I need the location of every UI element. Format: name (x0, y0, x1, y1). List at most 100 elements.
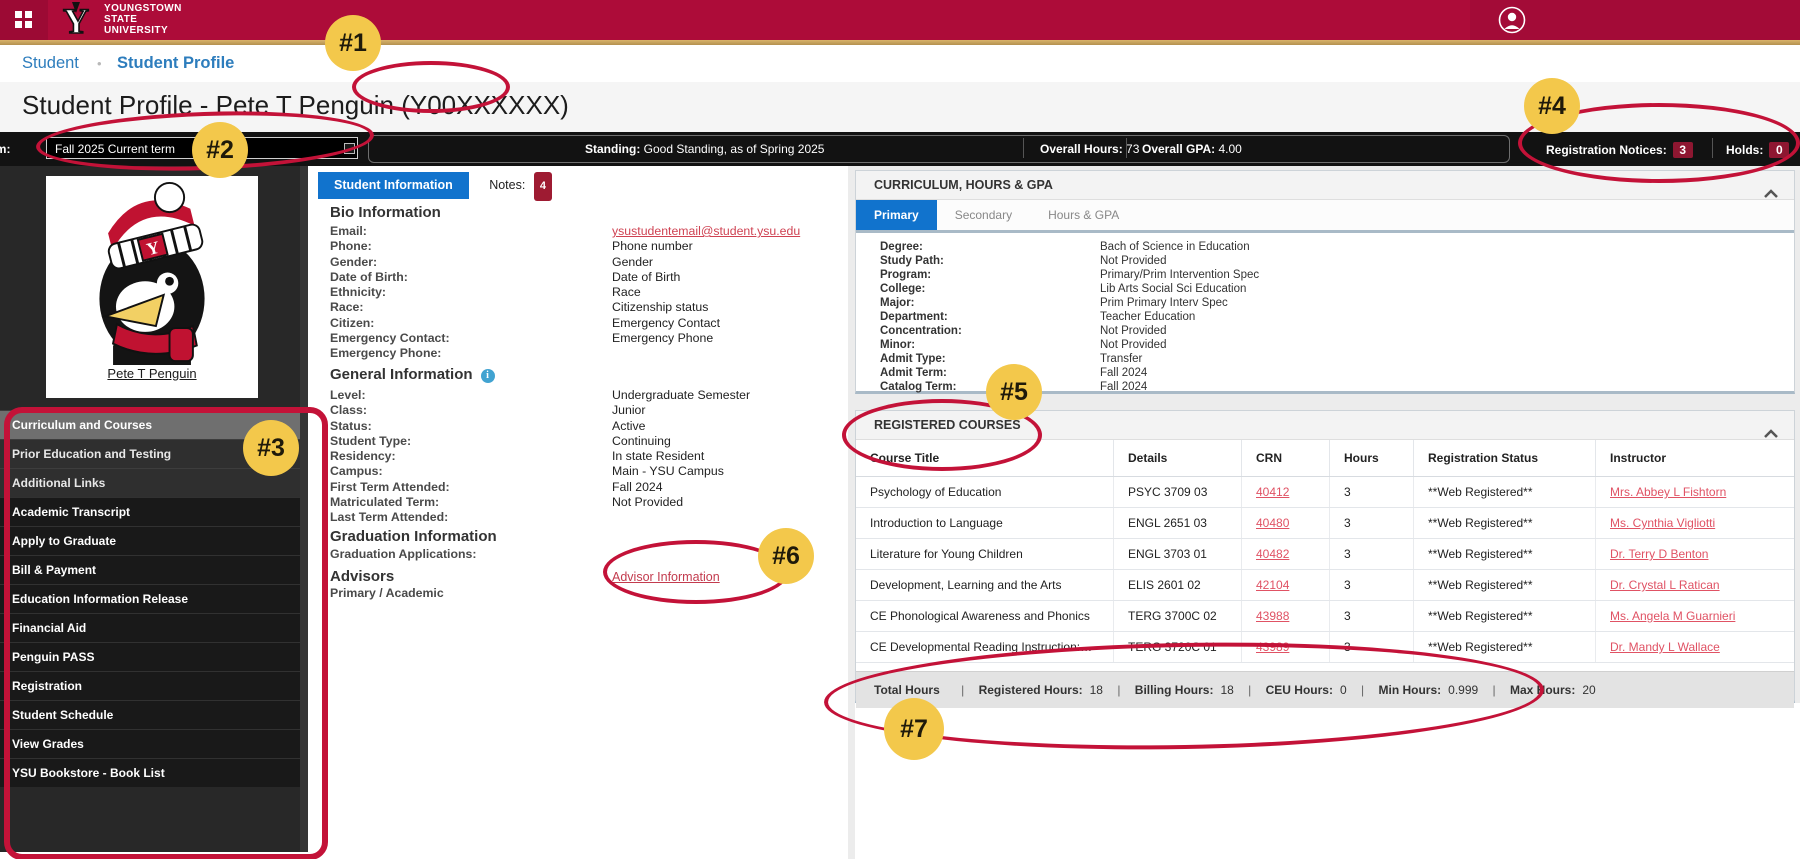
curriculum-tab[interactable]: Secondary (954, 208, 1013, 222)
bio-label: Phone: (330, 239, 372, 254)
course-status-cell: **Web Registered** (1414, 539, 1596, 569)
tab-student-information[interactable]: Student Information (318, 172, 469, 199)
curriculum-card: CURRICULUM, HOURS & GPA Primary Secondary… (855, 170, 1795, 394)
student-name-link[interactable]: Pete T Penguin (107, 366, 197, 381)
sidebar-menu-item-label: Financial Aid (12, 621, 87, 635)
sidebar-menu-item-label: Prior Education and Testing (12, 447, 172, 461)
curriculum-field-value: Transfer (1100, 353, 1143, 365)
grid-menu-icon (15, 11, 33, 29)
course-row: CE Developmental Reading Instruction:… T… (856, 632, 1794, 663)
instructor-link[interactable]: Dr. Terry D Benton (1610, 547, 1709, 561)
course-crn-cell: 40482 (1242, 539, 1330, 569)
registration-notices-badge: 3 (1672, 142, 1693, 158)
crn-link[interactable]: 40482 (1256, 547, 1290, 561)
crn-link[interactable]: 40480 (1256, 516, 1290, 530)
crn-link[interactable]: 42104 (1256, 578, 1290, 592)
term-select[interactable]: Fall 2025 Current term (46, 137, 358, 159)
overall-gpa: Overall GPA: 4.00 (1142, 142, 1242, 156)
sidebar-menu-item[interactable]: Prior Education and Testing (0, 439, 300, 468)
crn-link[interactable]: 43989 (1256, 640, 1290, 654)
course-title-cell: CE Developmental Reading Instruction:… (856, 632, 1114, 662)
curriculum-tab[interactable]: Primary (856, 200, 937, 230)
sidebar-menu-item-label: Penguin PASS (12, 650, 95, 664)
sidebar-menu-item[interactable]: Education Information Release (0, 584, 300, 613)
instructor-link[interactable]: Ms. Cynthia Vigliotti (1610, 516, 1716, 530)
holds[interactable]: Holds: 0 (1726, 142, 1790, 158)
sidebar-menu-item[interactable]: Apply to Graduate (0, 526, 300, 555)
panel-gap (1795, 166, 1800, 703)
curriculum-field-row: Minor: Not Provided (880, 338, 1794, 352)
general-label: Class: (330, 403, 367, 418)
course-hours-cell: 3 (1330, 601, 1414, 631)
instructor-link[interactable]: Dr. Crystal L Ratican (1610, 578, 1720, 592)
sidebar-menu-item[interactable]: View Grades (0, 729, 300, 758)
curriculum-field-row: Concentration: Not Provided (880, 324, 1794, 338)
sidebar-menu-item[interactable]: Registration (0, 671, 300, 700)
general-label: Campus: (330, 464, 383, 479)
curriculum-field-row: College: Lib Arts Social Sci Education (880, 282, 1794, 296)
sidebar-menu-item[interactable]: Curriculum and Courses (0, 410, 300, 439)
info-icon[interactable]: i (480, 369, 495, 383)
collapse-chevron-icon[interactable] (1764, 180, 1778, 208)
curriculum-field-row: Study Path: Not Provided (880, 254, 1794, 268)
general-labels: Level: Class: Status: Student Type: Residenc… (330, 388, 450, 526)
sidebar-menu-item[interactable]: Additional Links (0, 468, 300, 497)
instructor-link[interactable]: Ms. Angela M Guarnieri (1610, 609, 1736, 623)
curriculum-field-label: Study Path: (880, 255, 944, 267)
curriculum-field-row: Degree: Bach of Science in Education (880, 240, 1794, 254)
crn-link[interactable]: 40412 (1256, 485, 1290, 499)
user-account-icon[interactable] (1498, 6, 1526, 34)
curriculum-tab[interactable]: Hours & GPA (1048, 208, 1120, 222)
course-instructor-cell: Mrs. Abbey L Fishtorn (1596, 477, 1794, 507)
breadcrumb-link-student-profile[interactable]: Student Profile (117, 54, 235, 72)
sidebar-menu-item[interactable]: Student Schedule (0, 700, 300, 729)
curriculum-field-value: Bach of Science in Education (1100, 241, 1250, 253)
course-status-cell: **Web Registered** (1414, 508, 1596, 538)
app-header-right (1470, 0, 1800, 40)
notes-count-badge: 4 (533, 172, 552, 201)
breadcrumb-link-student[interactable]: Student (22, 54, 79, 72)
curriculum-field-label: Degree: (880, 241, 923, 253)
divider (1712, 138, 1713, 158)
course-crn-cell: 40412 (1242, 477, 1330, 507)
general-value: In state Resident (612, 449, 705, 464)
course-details-cell: TERG 3720C 01 (1114, 632, 1242, 662)
instructor-link[interactable]: Mrs. Abbey L Fishtorn (1610, 485, 1727, 499)
course-crn-cell: 43989 (1242, 632, 1330, 662)
panel-gap (855, 394, 1795, 410)
gold-divider (0, 40, 1800, 45)
course-row: Introduction to Language ENGL 2651 03 40… (856, 508, 1794, 539)
tab-notes[interactable]: Notes: 4 (473, 172, 568, 201)
crn-link[interactable]: 43988 (1256, 609, 1290, 623)
advisor-information-link[interactable]: Advisor Information (612, 570, 720, 584)
collapse-chevron-icon[interactable] (1764, 420, 1778, 448)
curriculum-field-row: Admit Type: Transfer (880, 352, 1794, 366)
bio-labels: Email: Phone: Gender: Date of Birth: Ethnici… (330, 224, 450, 362)
curriculum-fields: Degree: Bach of Science in Education Stud… (856, 233, 1794, 394)
registered-courses-card: REGISTERED COURSES Course Title Details CR… (855, 410, 1795, 708)
bio-value: Citizenship status (612, 300, 709, 315)
sidebar-menu-item[interactable]: Academic Transcript (0, 497, 300, 526)
instructor-link[interactable]: Dr. Mandy L Wallace (1610, 640, 1720, 654)
course-instructor-cell: Dr. Mandy L Wallace (1596, 632, 1794, 662)
course-title-cell: Psychology of Education (856, 477, 1114, 507)
general-label: Student Type: (330, 433, 412, 448)
curriculum-field-value: Fall 2024 (1100, 381, 1148, 393)
overall-hours: Overall Hours: 73 (1040, 142, 1140, 156)
holds-badge: 0 (1769, 142, 1790, 158)
sidebar-menu-item[interactable]: Penguin PASS (0, 642, 300, 671)
registration-notices[interactable]: Registration Notices: 3 (1546, 142, 1693, 158)
general-label: Status: (330, 418, 372, 433)
bio-label: Emergency Contact: (330, 331, 450, 346)
general-value: Fall 2024 (612, 479, 663, 494)
sidebar-menu-item[interactable]: Bill & Payment (0, 555, 300, 584)
sidebar-menu-item[interactable]: YSU Bookstore - Book List (0, 758, 300, 787)
course-row: CE Phonological Awareness and Phonics TE… (856, 601, 1794, 632)
page-title-text: Student Profile - Pete T Penguin (22, 90, 394, 120)
sidebar-menu-item[interactable]: Financial Aid (0, 613, 300, 642)
app-header: Y YOUNGSTOWN STATE UNIVERSITY (0, 0, 1800, 42)
sidebar-menu-item-label: Registration (12, 679, 83, 693)
app-menu-button[interactable] (0, 0, 48, 40)
general-label: First Term Attended: (330, 479, 450, 494)
